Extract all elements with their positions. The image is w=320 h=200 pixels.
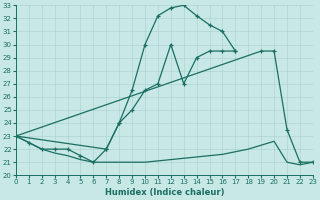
X-axis label: Humidex (Indice chaleur): Humidex (Indice chaleur): [105, 188, 224, 197]
